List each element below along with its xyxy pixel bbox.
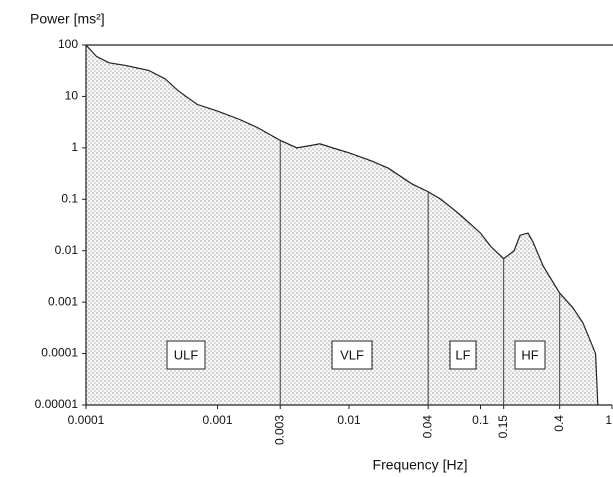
y-tick-label: 1: [71, 140, 78, 154]
x-tick-label: 0.003: [272, 415, 286, 445]
x-tick-label: 0.4: [552, 415, 566, 432]
x-tick-label: 0.001: [202, 413, 232, 427]
x-tick-label: 0.0001: [68, 413, 105, 427]
band-label: ULF: [174, 347, 199, 362]
x-tick-label: 0.15: [496, 415, 510, 439]
x-tick-label: 1: [605, 413, 612, 427]
x-tick-label: 0.01: [337, 413, 361, 427]
y-tick-label: 0.001: [48, 294, 78, 308]
x-tick-label: 0.1: [472, 413, 489, 427]
area-fill: [86, 45, 598, 405]
band-label-box: [514, 340, 546, 370]
band-label-box: [449, 340, 477, 370]
y-tick-label: 100: [58, 37, 78, 51]
band-label-box: [166, 340, 206, 370]
band-label: HF: [521, 347, 538, 362]
y-tick-label: 0.0001: [41, 346, 78, 360]
x-tick-label: 0.04: [420, 415, 434, 439]
y-tick-label: 0.1: [61, 191, 78, 205]
x-axis-label: Frequency [Hz]: [373, 457, 468, 473]
y-axis-label: Power [ms²]: [30, 11, 105, 27]
y-tick-label: 10: [65, 89, 79, 103]
band-label-box: [331, 340, 373, 370]
y-tick-label: 0.00001: [35, 397, 79, 411]
band-label: VLF: [340, 347, 364, 362]
band-label: LF: [455, 347, 470, 362]
area-line: [85, 44, 599, 406]
y-tick-label: 0.01: [55, 243, 79, 257]
